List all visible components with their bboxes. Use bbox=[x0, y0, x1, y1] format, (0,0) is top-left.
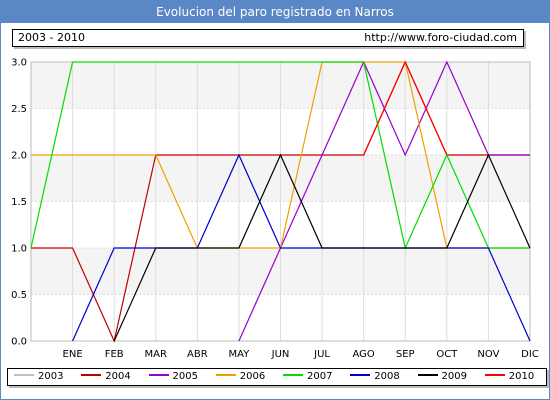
legend-item-2009: 2009 bbox=[417, 369, 467, 385]
x-tick-label: FEB bbox=[105, 349, 124, 360]
y-tick-label: 3.0 bbox=[11, 58, 27, 69]
y-tick-label: 0.0 bbox=[11, 337, 27, 348]
legend-item-2010: 2010 bbox=[484, 369, 535, 385]
legend-label: 2004 bbox=[105, 371, 131, 382]
x-tick-label: ABR bbox=[187, 349, 208, 360]
legend-swatch bbox=[14, 374, 34, 376]
legend-swatch bbox=[81, 374, 102, 376]
x-tick-label: MAR bbox=[145, 349, 167, 360]
series-line-2008 bbox=[72, 153, 531, 342]
legend-swatch bbox=[350, 374, 371, 376]
legend-item-2005: 2005 bbox=[148, 369, 198, 385]
chart-title: Evolucion del paro registrado en Narros bbox=[1, 1, 549, 23]
legend-item-2007: 2007 bbox=[283, 369, 332, 385]
legend-item-2003: 2003 bbox=[14, 369, 63, 385]
legend-item-2006: 2006 bbox=[215, 369, 266, 385]
legend-label: 2006 bbox=[239, 371, 266, 382]
legend-swatch bbox=[283, 374, 303, 376]
x-tick-label: JUN bbox=[271, 349, 290, 360]
legend-item-2004: 2004 bbox=[81, 369, 131, 385]
x-tick-label: NOV bbox=[477, 349, 499, 360]
site-url[interactable]: http://www.foro-ciudad.com bbox=[364, 31, 517, 44]
y-tick-label: 1.0 bbox=[11, 244, 27, 255]
x-tick-label: SEP bbox=[396, 349, 415, 360]
x-tick-label: DIC bbox=[521, 349, 539, 360]
y-tick-label: 2.5 bbox=[11, 104, 27, 115]
y-tick-label: 2.0 bbox=[11, 151, 27, 162]
legend-swatch bbox=[484, 374, 505, 376]
series-line-2009 bbox=[113, 153, 531, 342]
x-tick-label: ENE bbox=[63, 349, 83, 360]
period-label: 2003 - 2010 bbox=[18, 31, 85, 44]
series-line-2010 bbox=[363, 60, 448, 156]
y-tick-label: 1.5 bbox=[11, 197, 27, 208]
x-tick-label: OCT bbox=[436, 349, 458, 360]
x-tick-label: MAY bbox=[229, 349, 251, 360]
x-tick-label: AGO bbox=[353, 349, 375, 360]
legend-swatch bbox=[215, 374, 236, 376]
legend-swatch bbox=[417, 374, 438, 376]
legend-label: 2007 bbox=[307, 371, 333, 382]
legend: 2003 2004 2005 2006 2007 2008 2009 2010 bbox=[7, 368, 547, 386]
legend-swatch bbox=[148, 374, 169, 376]
info-bar: 2003 - 2010 http://www.foro-ciudad.com bbox=[12, 29, 524, 47]
x-tick-label: JUL bbox=[313, 349, 330, 360]
legend-label: 2010 bbox=[508, 371, 535, 382]
y-tick-label: 0.5 bbox=[11, 290, 27, 301]
legend-label: 2003 bbox=[38, 371, 64, 382]
legend-item-2008: 2008 bbox=[350, 369, 400, 385]
legend-label: 2008 bbox=[374, 371, 400, 382]
legend-label: 2005 bbox=[172, 371, 198, 382]
legend-label: 2009 bbox=[441, 371, 467, 382]
